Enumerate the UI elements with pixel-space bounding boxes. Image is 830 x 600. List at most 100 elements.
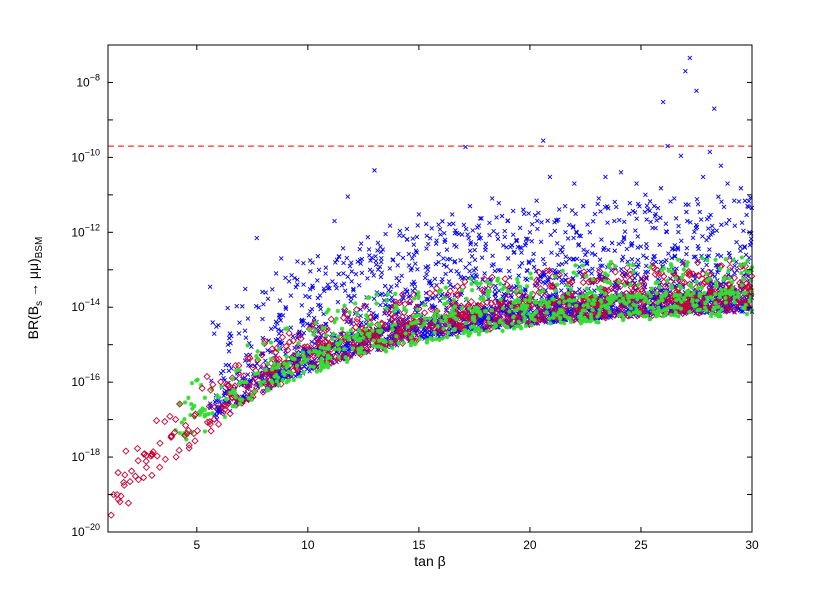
data-point bbox=[571, 270, 576, 275]
data-point bbox=[336, 354, 342, 360]
data-point bbox=[352, 301, 358, 306]
data-point bbox=[324, 346, 329, 351]
data-point bbox=[573, 263, 578, 268]
data-point bbox=[219, 384, 224, 390]
data-point bbox=[552, 228, 558, 234]
data-point bbox=[202, 395, 208, 400]
data-point bbox=[679, 299, 684, 304]
data-point bbox=[721, 277, 726, 283]
data-point bbox=[225, 305, 230, 311]
data-point bbox=[569, 208, 575, 213]
data-point bbox=[714, 228, 720, 234]
data-point bbox=[452, 258, 458, 264]
data-point bbox=[274, 365, 279, 370]
data-point bbox=[647, 317, 653, 322]
data-point bbox=[658, 308, 664, 314]
data-point bbox=[524, 284, 530, 289]
x-axis-label: tan β bbox=[414, 553, 445, 569]
data-point bbox=[629, 241, 634, 247]
data-point bbox=[742, 291, 747, 296]
data-point bbox=[394, 283, 400, 288]
data-point bbox=[580, 274, 585, 280]
data-point bbox=[644, 245, 649, 251]
data-point bbox=[494, 231, 500, 237]
data-point bbox=[710, 296, 715, 301]
data-point bbox=[513, 289, 518, 295]
data-point bbox=[712, 291, 718, 297]
data-point bbox=[307, 327, 312, 332]
data-point bbox=[346, 334, 352, 340]
data-point bbox=[708, 212, 713, 218]
data-point bbox=[731, 257, 736, 263]
data-point bbox=[291, 377, 296, 383]
data-point bbox=[621, 316, 626, 321]
data-point bbox=[560, 268, 565, 274]
data-point bbox=[597, 307, 602, 313]
data-point bbox=[695, 258, 701, 264]
data-point bbox=[704, 262, 709, 268]
data-point bbox=[468, 276, 474, 281]
data-point bbox=[353, 271, 359, 277]
data-point bbox=[232, 404, 238, 409]
data-point bbox=[583, 317, 588, 323]
data-point bbox=[229, 366, 234, 371]
data-point bbox=[740, 305, 746, 310]
data-point bbox=[577, 287, 582, 292]
data-point bbox=[532, 299, 538, 304]
data-point bbox=[461, 222, 467, 228]
data-point bbox=[676, 223, 681, 229]
data-point bbox=[466, 333, 471, 338]
data-point bbox=[493, 292, 499, 298]
data-point bbox=[379, 337, 385, 343]
data-point bbox=[242, 286, 248, 292]
data-point bbox=[565, 283, 570, 288]
data-point bbox=[658, 259, 664, 265]
data-point bbox=[263, 367, 268, 373]
data-point bbox=[580, 294, 586, 299]
data-point bbox=[498, 318, 503, 323]
data-point bbox=[325, 285, 331, 291]
data-point bbox=[548, 321, 553, 326]
data-point bbox=[643, 263, 649, 269]
data-point bbox=[189, 401, 194, 407]
data-point bbox=[414, 234, 420, 240]
data-point bbox=[477, 216, 483, 221]
data-point bbox=[552, 274, 558, 279]
data-point bbox=[365, 275, 370, 281]
data-point bbox=[475, 320, 480, 326]
data-point bbox=[202, 429, 208, 434]
data-point bbox=[437, 337, 442, 342]
data-point bbox=[301, 282, 306, 287]
data-point bbox=[742, 245, 748, 250]
data-point bbox=[289, 371, 294, 376]
data-point bbox=[622, 283, 627, 288]
data-point bbox=[490, 253, 495, 259]
data-point bbox=[668, 262, 674, 267]
data-point bbox=[424, 271, 429, 277]
data-point bbox=[444, 334, 450, 340]
data-point bbox=[312, 328, 318, 333]
data-point bbox=[483, 308, 489, 314]
data-point bbox=[673, 216, 679, 221]
data-point bbox=[467, 306, 472, 311]
data-point bbox=[233, 368, 239, 374]
data-point bbox=[732, 299, 737, 305]
data-point bbox=[332, 260, 338, 265]
data-point bbox=[719, 287, 724, 293]
data-point bbox=[529, 291, 534, 296]
data-point bbox=[528, 276, 534, 281]
data-point bbox=[742, 198, 748, 204]
y-tick-label: 10−12 bbox=[71, 222, 100, 239]
data-point bbox=[283, 275, 288, 281]
data-point bbox=[567, 316, 573, 321]
data-point bbox=[698, 217, 704, 222]
data-point bbox=[361, 335, 366, 340]
data-point bbox=[305, 357, 310, 362]
data-point bbox=[300, 323, 306, 328]
data-point bbox=[328, 355, 333, 360]
data-point bbox=[710, 230, 715, 236]
data-point bbox=[719, 307, 724, 312]
data-point bbox=[619, 266, 624, 272]
data-point bbox=[511, 314, 516, 319]
data-point bbox=[562, 299, 567, 304]
